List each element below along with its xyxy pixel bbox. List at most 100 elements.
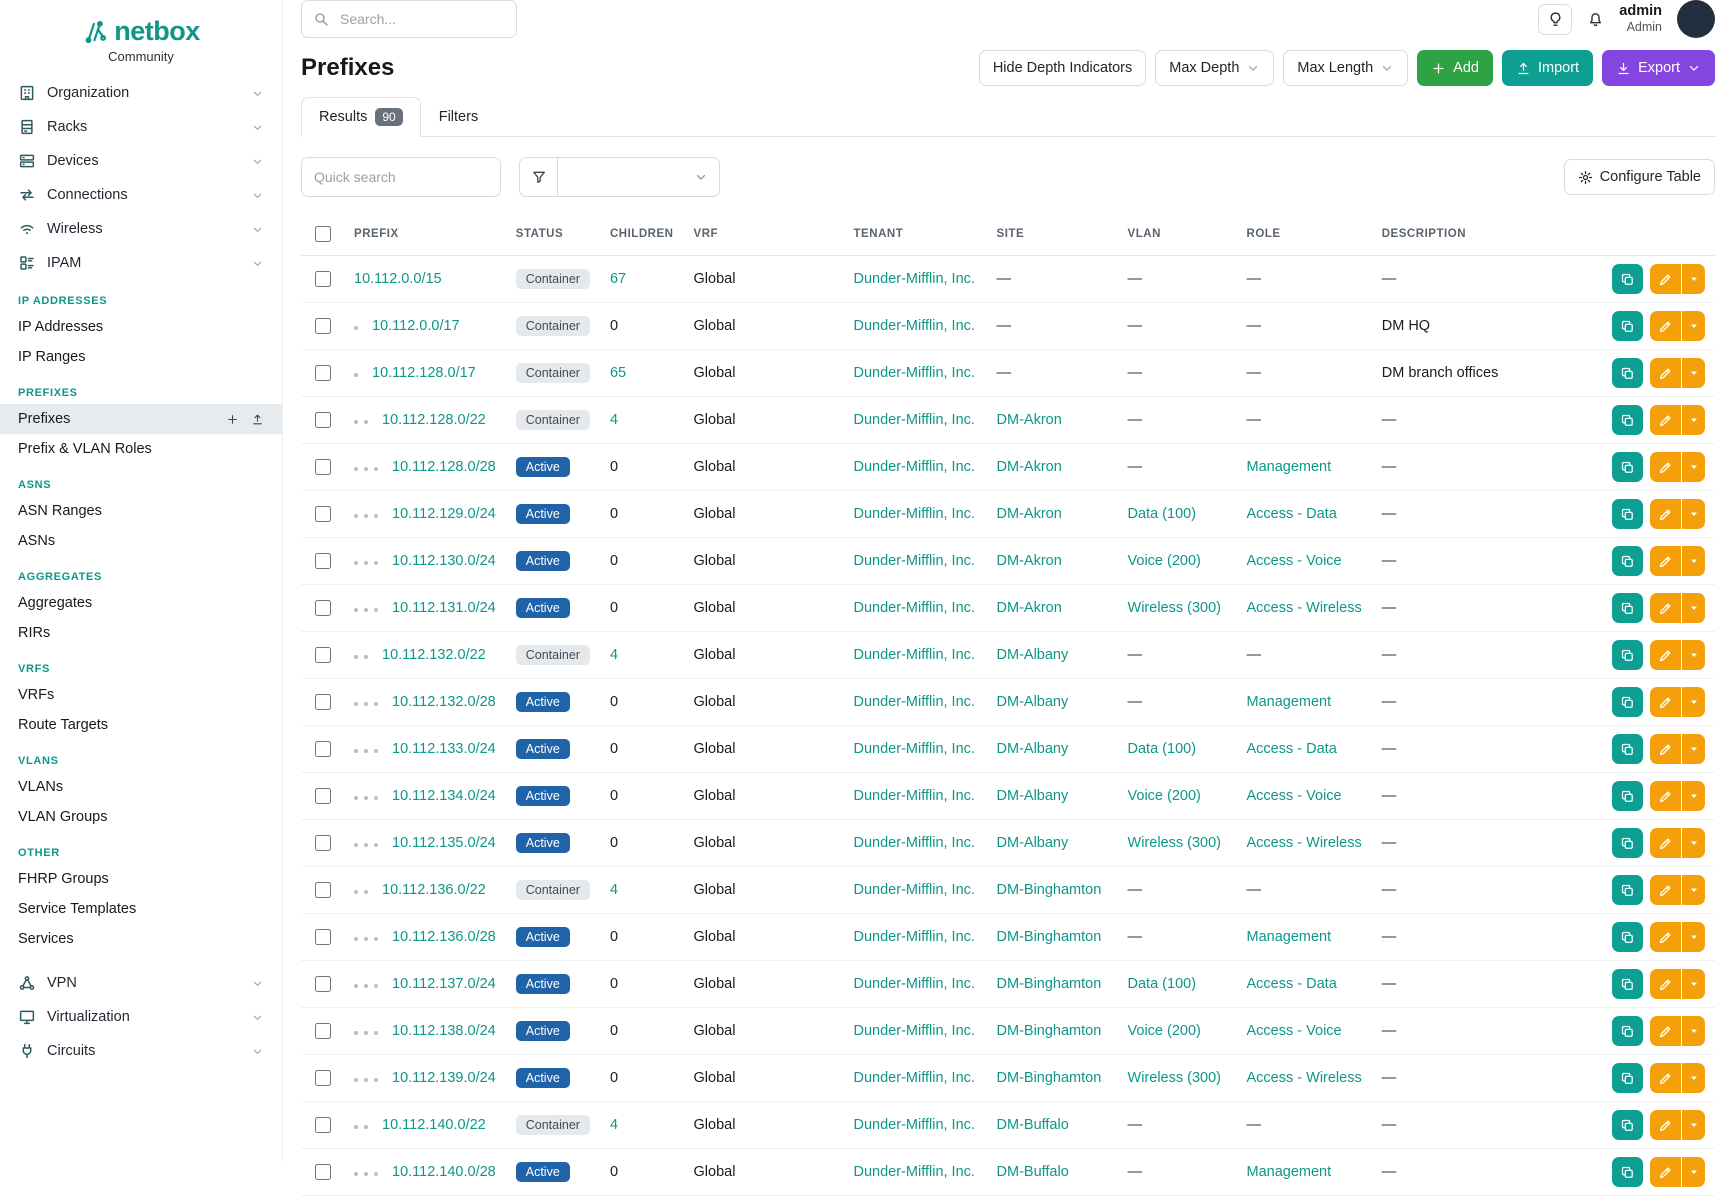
vlan-link[interactable]: Voice (200) bbox=[1127, 788, 1201, 804]
prefix-link[interactable]: 10.112.133.0/24 bbox=[392, 741, 496, 757]
sidebar-item-services[interactable]: Services bbox=[0, 924, 282, 954]
site-link[interactable]: DM-Buffalo bbox=[996, 1164, 1069, 1180]
row-copy-button[interactable] bbox=[1612, 922, 1643, 952]
prefix-link[interactable]: 10.112.138.0/24 bbox=[392, 1023, 496, 1039]
role-link[interactable]: Access - Wireless bbox=[1246, 600, 1362, 616]
site-link[interactable]: DM-Albany bbox=[996, 694, 1069, 710]
sidebar-item-service-templates[interactable]: Service Templates bbox=[0, 894, 282, 924]
children-count-link[interactable]: 4 bbox=[609, 647, 619, 663]
prefix-link[interactable]: 10.112.140.0/28 bbox=[392, 1164, 496, 1180]
row-edit-dropdown-button[interactable] bbox=[1682, 1110, 1705, 1140]
site-link[interactable]: DM-Akron bbox=[996, 412, 1062, 428]
row-edit-button[interactable] bbox=[1650, 687, 1681, 717]
row-edit-button[interactable] bbox=[1650, 452, 1681, 482]
prefix-link[interactable]: 10.112.129.0/24 bbox=[392, 506, 496, 522]
vlan-link[interactable]: Wireless (300) bbox=[1127, 600, 1221, 616]
tenant-link[interactable]: Dunder-Mifflin, Inc. bbox=[853, 318, 975, 334]
row-edit-button[interactable] bbox=[1650, 734, 1681, 764]
children-count-link[interactable]: 67 bbox=[609, 271, 627, 287]
row-edit-dropdown-button[interactable] bbox=[1682, 264, 1705, 294]
row-edit-button[interactable] bbox=[1650, 1063, 1681, 1093]
row-edit-dropdown-button[interactable] bbox=[1682, 687, 1705, 717]
site-link[interactable]: DM-Binghamton bbox=[996, 929, 1102, 945]
theme-toggle-button[interactable] bbox=[1538, 3, 1573, 35]
role-link[interactable]: Access - Wireless bbox=[1246, 1070, 1362, 1086]
sidebar-item-racks[interactable]: Racks bbox=[0, 110, 282, 144]
site-link[interactable]: DM-Akron bbox=[996, 600, 1062, 616]
tenant-link[interactable]: Dunder-Mifflin, Inc. bbox=[853, 1117, 975, 1133]
export-dropdown[interactable]: Export bbox=[1602, 50, 1715, 86]
row-edit-button[interactable] bbox=[1650, 264, 1681, 294]
select-all-checkbox[interactable] bbox=[315, 226, 331, 242]
row-edit-dropdown-button[interactable] bbox=[1682, 452, 1705, 482]
tab-filters[interactable]: Filters bbox=[421, 97, 496, 137]
row-edit-dropdown-button[interactable] bbox=[1682, 734, 1705, 764]
row-checkbox[interactable] bbox=[315, 1116, 331, 1133]
prefix-link[interactable]: 10.112.128.0/22 bbox=[382, 412, 486, 428]
row-copy-button[interactable] bbox=[1612, 452, 1643, 482]
children-count-link[interactable]: 4 bbox=[609, 1117, 619, 1133]
row-checkbox[interactable] bbox=[315, 270, 331, 287]
row-copy-button[interactable] bbox=[1612, 264, 1643, 294]
row-edit-button[interactable] bbox=[1650, 405, 1681, 435]
sidebar-item-vrfs[interactable]: VRFs bbox=[0, 680, 282, 710]
quick-import-button[interactable] bbox=[251, 413, 264, 426]
row-checkbox[interactable] bbox=[315, 693, 331, 710]
row-edit-button[interactable] bbox=[1650, 875, 1681, 905]
tenant-link[interactable]: Dunder-Mifflin, Inc. bbox=[853, 835, 975, 851]
role-link[interactable]: Access - Wireless bbox=[1246, 835, 1362, 851]
row-copy-button[interactable] bbox=[1612, 358, 1643, 388]
row-edit-dropdown-button[interactable] bbox=[1682, 1157, 1705, 1187]
saved-filter-select[interactable] bbox=[558, 157, 720, 197]
site-link[interactable]: DM-Binghamton bbox=[996, 1070, 1102, 1086]
tenant-link[interactable]: Dunder-Mifflin, Inc. bbox=[853, 506, 975, 522]
children-count-link[interactable]: 4 bbox=[609, 882, 619, 898]
prefix-link[interactable]: 10.112.134.0/24 bbox=[392, 788, 496, 804]
sidebar-item-rirs[interactable]: RIRs bbox=[0, 618, 282, 648]
row-checkbox[interactable] bbox=[315, 317, 331, 334]
row-copy-button[interactable] bbox=[1612, 687, 1643, 717]
vlan-link[interactable]: Data (100) bbox=[1127, 741, 1197, 757]
row-checkbox[interactable] bbox=[315, 552, 331, 569]
row-checkbox[interactable] bbox=[315, 458, 331, 475]
role-link[interactable]: Access - Voice bbox=[1246, 1023, 1342, 1039]
tenant-link[interactable]: Dunder-Mifflin, Inc. bbox=[853, 365, 975, 381]
sidebar-item-wireless[interactable]: Wireless bbox=[0, 212, 282, 246]
global-search[interactable] bbox=[301, 0, 517, 38]
site-link[interactable]: DM-Binghamton bbox=[996, 976, 1102, 992]
row-copy-button[interactable] bbox=[1612, 875, 1643, 905]
sidebar-item-vlans[interactable]: VLANs bbox=[0, 772, 282, 802]
prefix-link[interactable]: 10.112.132.0/28 bbox=[392, 694, 496, 710]
row-edit-dropdown-button[interactable] bbox=[1682, 1063, 1705, 1093]
sidebar-item-ip-addresses[interactable]: IP Addresses bbox=[0, 312, 282, 342]
row-edit-dropdown-button[interactable] bbox=[1682, 922, 1705, 952]
vlan-link[interactable]: Wireless (300) bbox=[1127, 835, 1221, 851]
tenant-link[interactable]: Dunder-Mifflin, Inc. bbox=[853, 929, 975, 945]
row-checkbox[interactable] bbox=[315, 1022, 331, 1039]
row-edit-button[interactable] bbox=[1650, 1110, 1681, 1140]
vlan-link[interactable]: Voice (200) bbox=[1127, 553, 1201, 569]
sidebar-item-aggregates[interactable]: Aggregates bbox=[0, 588, 282, 618]
row-checkbox[interactable] bbox=[315, 1069, 331, 1086]
sidebar-item-circuits[interactable]: Circuits bbox=[0, 1034, 282, 1068]
row-checkbox[interactable] bbox=[315, 1163, 331, 1180]
quick-add-button[interactable] bbox=[226, 413, 239, 426]
site-link[interactable]: DM-Binghamton bbox=[996, 1023, 1102, 1039]
tenant-link[interactable]: Dunder-Mifflin, Inc. bbox=[853, 788, 975, 804]
site-link[interactable]: DM-Akron bbox=[996, 459, 1062, 475]
children-count-link[interactable]: 4 bbox=[609, 412, 619, 428]
row-copy-button[interactable] bbox=[1612, 828, 1643, 858]
row-checkbox[interactable] bbox=[315, 364, 331, 381]
tenant-link[interactable]: Dunder-Mifflin, Inc. bbox=[853, 647, 975, 663]
user-menu[interactable]: admin Admin bbox=[1619, 3, 1662, 35]
row-copy-button[interactable] bbox=[1612, 546, 1643, 576]
site-link[interactable]: DM-Akron bbox=[996, 506, 1062, 522]
prefix-link[interactable]: 10.112.137.0/24 bbox=[392, 976, 496, 992]
row-edit-dropdown-button[interactable] bbox=[1682, 781, 1705, 811]
row-edit-button[interactable] bbox=[1650, 311, 1681, 341]
row-copy-button[interactable] bbox=[1612, 1016, 1643, 1046]
row-edit-button[interactable] bbox=[1650, 969, 1681, 999]
sidebar-item-ip-ranges[interactable]: IP Ranges bbox=[0, 342, 282, 372]
row-edit-dropdown-button[interactable] bbox=[1682, 405, 1705, 435]
tenant-link[interactable]: Dunder-Mifflin, Inc. bbox=[853, 459, 975, 475]
